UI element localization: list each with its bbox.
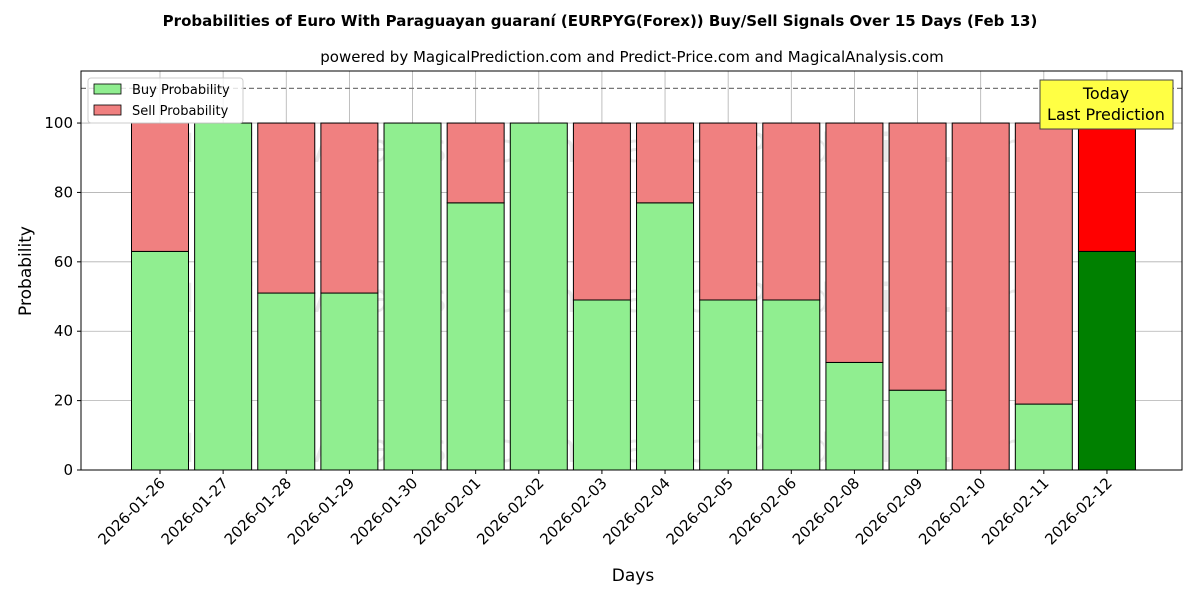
bar-buy xyxy=(825,361,884,471)
bar-buy xyxy=(257,292,316,471)
x-tick-label: 2026-02-08 xyxy=(789,474,863,548)
x-tick-label: 2026-01-30 xyxy=(347,474,421,548)
annotation-line1: Today xyxy=(1082,84,1129,103)
chart-subtitle: powered by MagicalPrediction.com and Pre… xyxy=(320,48,944,66)
x-axis-label: Days xyxy=(612,566,655,586)
bar-buy xyxy=(888,389,947,471)
x-tick-label: 2026-02-06 xyxy=(726,474,800,548)
bar-buy xyxy=(572,299,631,471)
y-tick-label: 60 xyxy=(54,253,73,271)
legend-label-sell: Sell Probability xyxy=(132,104,229,119)
x-tick-label: 2026-02-10 xyxy=(915,474,989,548)
bar-buy xyxy=(636,202,695,471)
x-tick-label: 2026-02-11 xyxy=(978,474,1052,548)
bar-buy xyxy=(762,299,821,471)
y-axis-label: Probability xyxy=(16,226,36,316)
legend-label-buy: Buy Probability xyxy=(132,83,230,98)
bar-sell xyxy=(951,122,1010,471)
bar-sell xyxy=(762,122,821,301)
legend-swatch-buy xyxy=(93,83,122,95)
bar-sell xyxy=(131,122,189,252)
plot-frame xyxy=(80,70,1183,471)
today-annotation: Today Last Prediction xyxy=(1039,79,1174,130)
bar-buy xyxy=(1014,403,1073,471)
bar-sell xyxy=(1077,122,1136,252)
bar-buy xyxy=(699,299,758,471)
x-tick-label: 2026-01-26 xyxy=(94,474,168,548)
bar-buy xyxy=(320,292,379,471)
y-tick-label: 80 xyxy=(54,183,73,201)
x-tick-label: 2026-01-28 xyxy=(221,474,295,548)
y-tick-label: 100 xyxy=(44,114,73,132)
bar-sell xyxy=(572,122,631,301)
bar-buy xyxy=(1077,250,1136,471)
x-tick-label: 2026-01-27 xyxy=(158,474,232,548)
bar-sell xyxy=(636,122,695,204)
x-tick-label: 2026-02-01 xyxy=(410,474,484,548)
bar-buy xyxy=(383,122,442,471)
x-tick-label: 2026-02-03 xyxy=(536,474,610,548)
x-tick-label: 2026-01-29 xyxy=(284,474,358,548)
y-tick-label: 40 xyxy=(54,322,73,340)
bar-sell xyxy=(446,122,505,204)
x-tick-label: 2026-02-04 xyxy=(599,474,673,548)
bar-buy xyxy=(509,122,568,471)
bar-sell xyxy=(1014,122,1073,405)
chart-title: Probabilities of Euro With Paraguayan gu… xyxy=(163,12,1038,30)
bar-sell xyxy=(699,122,758,301)
bar-sell xyxy=(888,122,947,391)
bar-sell xyxy=(825,122,884,363)
bar-buy xyxy=(131,250,189,471)
bar-sell xyxy=(257,122,316,294)
bar-buy xyxy=(194,122,253,471)
bar-buy xyxy=(446,202,505,471)
x-tick-label: 2026-02-12 xyxy=(1041,474,1115,548)
legend: Buy Probability Sell Probability xyxy=(87,77,244,124)
y-tick-label: 0 xyxy=(63,461,73,479)
bar-sell xyxy=(320,122,379,294)
x-tick-label: 2026-02-05 xyxy=(663,474,737,548)
legend-swatch-sell xyxy=(93,104,122,116)
annotation-line2: Last Prediction xyxy=(1047,105,1165,124)
x-tick-label: 2026-02-09 xyxy=(852,474,926,548)
y-tick-label: 20 xyxy=(54,392,73,410)
x-tick-label: 2026-02-02 xyxy=(473,474,547,548)
